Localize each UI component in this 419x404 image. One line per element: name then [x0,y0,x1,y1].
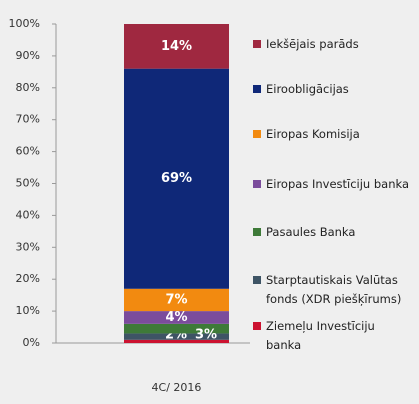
y-tick-label: 90% [16,49,40,62]
y-tick-label: 40% [16,208,40,221]
y-tick-label: 60% [16,145,40,158]
y-tick-label: 70% [16,113,40,126]
y-tick-label: 20% [16,272,40,285]
legend-item: Pasaules Banka [253,223,413,242]
bar-segment [124,288,229,312]
legend-swatch [253,322,261,330]
y-tick-label: 100% [9,17,40,30]
legend-swatch [253,180,261,188]
legend-swatch [253,40,261,48]
bar-segment [124,68,229,289]
legend-label: Iekšējais parāds [266,37,359,51]
legend-swatch [253,276,261,284]
bar-segment [124,323,229,334]
y-tick-label: 0% [23,336,40,349]
legend-label: Pasaules Banka [266,225,356,239]
bar-segment [124,339,229,343]
data-label: 4% [165,310,187,325]
legend-swatch [253,85,261,93]
legend-swatch [253,228,261,236]
legend-label: Ziemeļu Investīciju banka [266,319,375,352]
bar-segment [124,24,229,69]
data-label: 3% [195,328,217,343]
bar-segment [124,311,229,324]
legend-item: Eiropas Komisija [253,125,413,144]
legend-item: Ziemeļu Investīciju banka [253,317,413,355]
y-tick-label: 80% [16,81,40,94]
bar-segment [124,333,229,340]
data-label: 14% [161,39,192,54]
y-tick-label: 30% [16,240,40,253]
legend-label: Eiroobligācijas [266,82,349,96]
legend-item: Starptautiskais Valūtas fonds (XDR piešķ… [253,271,413,309]
legend-item: Iekšējais parāds [253,35,413,54]
data-label: 69% [161,171,192,186]
legend-swatch [253,130,261,138]
legend-item: Eiroobligācijas [253,80,413,99]
y-tick-label: 50% [16,177,40,190]
legend-label: Starptautiskais Valūtas fonds (XDR piešķ… [266,273,402,306]
x-tick-label: 4C/ 2016 [152,381,202,394]
legend-label: Eiropas Komisija [266,127,360,141]
legend-label: Eiropas Investīciju banka [266,177,410,191]
data-label: 7% [165,292,187,307]
legend-item: Eiropas Investīciju banka [253,175,413,194]
y-tick-label: 10% [16,304,40,317]
